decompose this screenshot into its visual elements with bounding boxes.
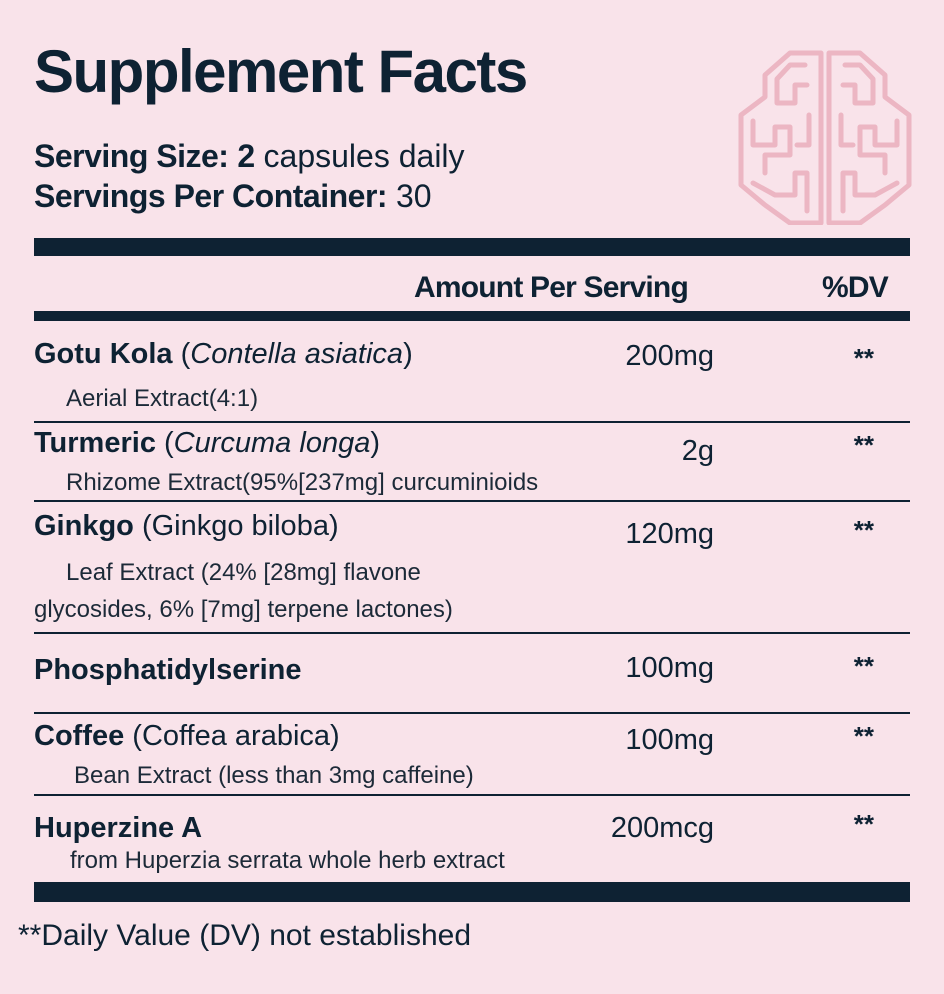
ingredient-amount: 100mg [625, 724, 714, 756]
ingredient-dv: ** [853, 343, 874, 373]
ingredient-description-line1: Leaf Extract (24% [28mg] flavone [66, 559, 421, 586]
ingredient-dv: ** [853, 809, 874, 839]
bottom-rule [34, 882, 910, 902]
ingredient-amount: 200mg [625, 340, 714, 372]
ingredient-name: Phosphatidylserine [34, 654, 302, 686]
footnote: **Daily Value (DV) not established [18, 919, 472, 952]
brain-maze-icon [738, 50, 912, 225]
ingredient-amount: 100mg [625, 652, 714, 684]
header-rule [34, 311, 910, 321]
servings-per-container: Servings Per Container: 30 [34, 178, 432, 214]
ingredient-description-line2: glycosides, 6% [7mg] terpene lactones) [34, 596, 453, 623]
ingredient-dv: ** [853, 515, 874, 545]
amount-header: Amount Per Serving [414, 271, 689, 304]
ingredient-description: from Huperzia serrata whole herb extract [70, 847, 505, 874]
ingredient-name: Gotu Kola (Contella asiatica) [34, 338, 413, 370]
row-divider [34, 421, 910, 423]
ingredient-name: Turmeric (Curcuma longa) [34, 427, 380, 459]
page-title: Supplement Facts [34, 38, 528, 105]
ingredient-description: Rhizome Extract(95%[237mg] curcuminioids [66, 469, 539, 496]
ingredient-description: Aerial Extract(4:1) [66, 385, 259, 412]
row-divider [34, 500, 910, 502]
ingredient-name: Ginkgo (Ginkgo biloba) [34, 510, 339, 542]
ingredient-name: Coffee (Coffea arabica) [34, 720, 340, 752]
serving-size: Serving Size: 2 capsules daily [34, 138, 465, 174]
ingredient-dv: ** [853, 430, 874, 460]
ingredient-amount: 2g [681, 435, 714, 467]
top-rule [34, 238, 910, 256]
row-divider [34, 632, 910, 634]
ingredient-name: Huperzine A [34, 812, 203, 844]
row-divider [34, 712, 910, 714]
ingredient-description: Bean Extract (less than 3mg caffeine) [74, 762, 474, 789]
ingredient-dv: ** [853, 651, 874, 681]
serving-info: Serving Size: 2 capsules daily Servings … [34, 136, 465, 216]
dv-header: %DV [822, 271, 889, 304]
ingredient-amount: 120mg [625, 518, 714, 550]
ingredient-dv: ** [853, 721, 874, 751]
ingredient-amount: 200mcg [610, 812, 714, 844]
row-divider [34, 794, 910, 796]
